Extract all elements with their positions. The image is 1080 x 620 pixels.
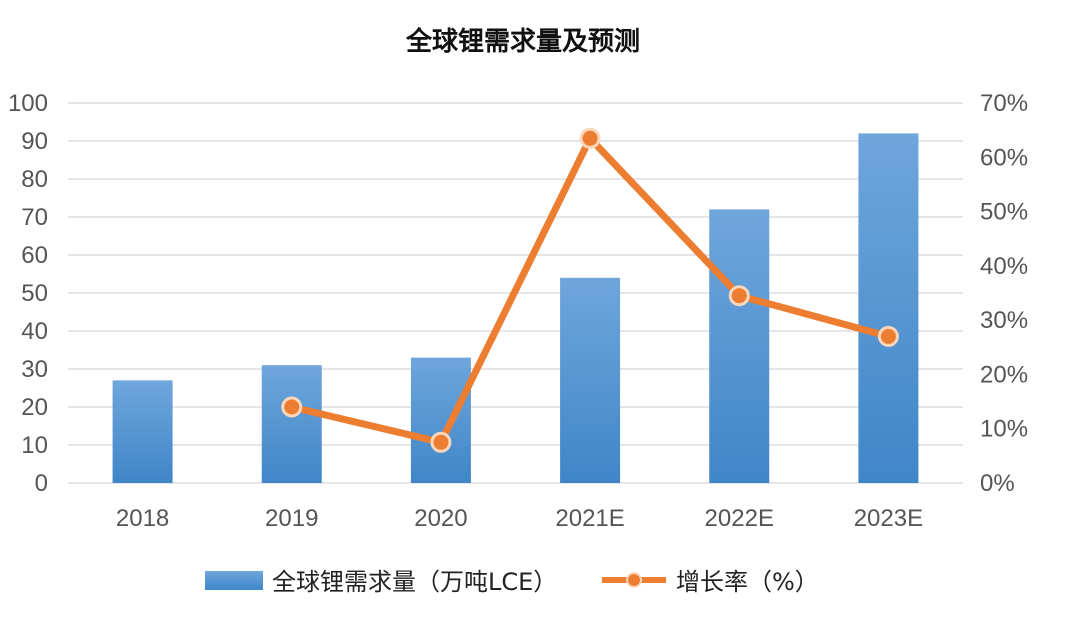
- left-axis-tick-label: 90: [21, 128, 48, 155]
- chart-title: 全球锂需求量及预测: [405, 26, 640, 57]
- line-point: [281, 396, 303, 418]
- right-axis-tick-label: 70%: [980, 90, 1028, 117]
- legend-bar-label: 全球锂需求量（万吨LCE）: [272, 568, 557, 596]
- right-axis-tick-label: 60%: [980, 144, 1028, 171]
- legend-line-label: 增长率（%）: [676, 568, 819, 596]
- left-axis-tick-label: 0: [35, 470, 48, 497]
- right-axis-tick-label: 20%: [980, 361, 1028, 388]
- left-axis-tick-label: 10: [21, 432, 48, 459]
- x-axis-tick-label: 2023E: [854, 505, 923, 532]
- line-point: [579, 127, 601, 149]
- x-axis-tick-label: 2020: [414, 505, 467, 532]
- bar: [858, 133, 919, 483]
- left-axis-tick-label: 30: [21, 356, 48, 383]
- bar: [410, 357, 471, 483]
- x-axis-tick-label: 2018: [116, 505, 169, 532]
- left-axis-tick-label: 80: [21, 166, 48, 193]
- legend-bar-swatch: [205, 571, 263, 590]
- right-axis-tick-label: 0%: [980, 470, 1015, 497]
- line-point: [430, 431, 452, 453]
- bar: [261, 365, 322, 483]
- bar: [112, 380, 173, 483]
- legend-line-marker: [626, 572, 642, 588]
- line-point: [728, 285, 750, 307]
- right-axis-tick-label: 50%: [980, 199, 1028, 226]
- bar: [709, 209, 770, 483]
- legend: 全球锂需求量（万吨LCE） 增长率（%）: [205, 568, 819, 596]
- x-axis-tick-label: 2021E: [555, 505, 624, 532]
- x-axis-tick-label: 2022E: [705, 505, 774, 532]
- right-axis-tick-label: 40%: [980, 253, 1028, 280]
- left-axis-tick-label: 100: [8, 90, 48, 117]
- left-axis-tick-label: 60: [21, 242, 48, 269]
- right-axis-tick-label: 30%: [980, 307, 1028, 334]
- bar: [560, 277, 621, 483]
- x-axis-tick-label: 2019: [265, 505, 318, 532]
- left-axis-tick-label: 70: [21, 204, 48, 231]
- line-point: [877, 325, 899, 347]
- right-axis-tick-label: 10%: [980, 416, 1028, 443]
- left-axis-tick-label: 20: [21, 394, 48, 421]
- left-axis-tick-label: 40: [21, 318, 48, 345]
- left-axis-tick-label: 50: [21, 280, 48, 307]
